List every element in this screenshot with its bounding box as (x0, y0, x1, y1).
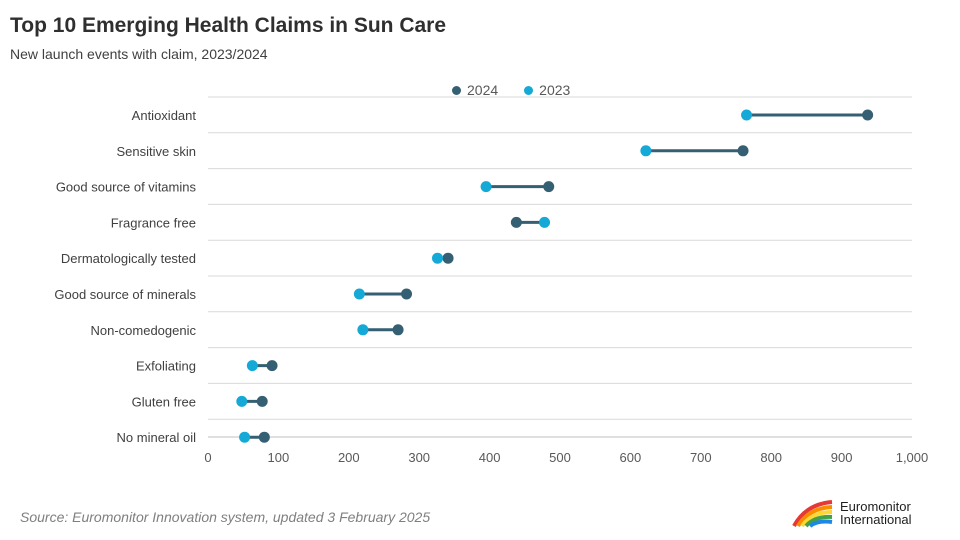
legend-item-2024: 2024 (452, 82, 498, 98)
category-label: Fragrance free (111, 215, 196, 230)
category-label: Good source of minerals (54, 287, 196, 302)
logo-line2: International (840, 512, 912, 527)
x-tick-label: 700 (690, 450, 712, 465)
point-2023 (432, 252, 444, 264)
point-2024 (862, 109, 874, 121)
category-label: Good source of vitamins (56, 180, 197, 195)
legend-item-2023: 2023 (524, 82, 570, 98)
category-label: Sensitive skin (117, 144, 196, 159)
x-tick-label: 100 (268, 450, 290, 465)
x-tick-label: 0 (204, 450, 211, 465)
point-2023 (357, 324, 369, 336)
x-tick-label: 300 (408, 450, 430, 465)
point-2023 (246, 360, 258, 372)
point-2024 (543, 181, 555, 193)
point-2023 (236, 395, 248, 407)
source-note: Source: Euromonitor Innovation system, u… (20, 509, 431, 525)
category-label: Exfoliating (136, 359, 196, 374)
legend-label-2024: 2024 (467, 82, 499, 98)
category-label: No mineral oil (117, 430, 197, 445)
legend-label-2023: 2023 (539, 82, 571, 98)
category-label: Non-comedogenic (90, 323, 196, 338)
point-2024 (442, 252, 454, 264)
point-2024 (510, 216, 522, 228)
x-tick-label: 200 (338, 450, 360, 465)
point-2023 (741, 109, 753, 121)
category-label: Gluten free (132, 394, 196, 409)
category-label: Antioxidant (132, 108, 197, 123)
point-2023 (353, 288, 365, 300)
point-2023 (539, 216, 551, 228)
point-2024 (737, 145, 749, 157)
x-tick-label: 800 (760, 450, 782, 465)
x-tick-label: 1,000 (896, 450, 929, 465)
logo-arc-icon (792, 500, 833, 528)
point-2024 (392, 324, 404, 336)
legend-dot-2023 (524, 85, 534, 95)
chart-subtitle: New launch events with claim, 2023/2024 (10, 46, 268, 62)
x-tick-label: 900 (831, 450, 853, 465)
x-tick-label: 600 (620, 450, 642, 465)
chart-legend: 2024 2023 (452, 82, 570, 98)
point-2023 (239, 431, 251, 443)
point-2023 (480, 181, 492, 193)
point-2023 (640, 145, 652, 157)
x-tick-label: 500 (549, 450, 571, 465)
legend-dot-2024 (452, 85, 461, 95)
logo-line1: Euromonitor (840, 499, 911, 514)
point-2024 (401, 288, 413, 300)
point-2024 (258, 431, 270, 443)
x-tick-label: 400 (479, 450, 501, 465)
point-2024 (266, 360, 278, 372)
category-label: Dermatologically tested (61, 251, 196, 266)
point-2024 (256, 395, 268, 407)
euromonitor-logo: Euromonitor International (792, 498, 912, 528)
chart-title: Top 10 Emerging Health Claims in Sun Car… (10, 14, 447, 37)
